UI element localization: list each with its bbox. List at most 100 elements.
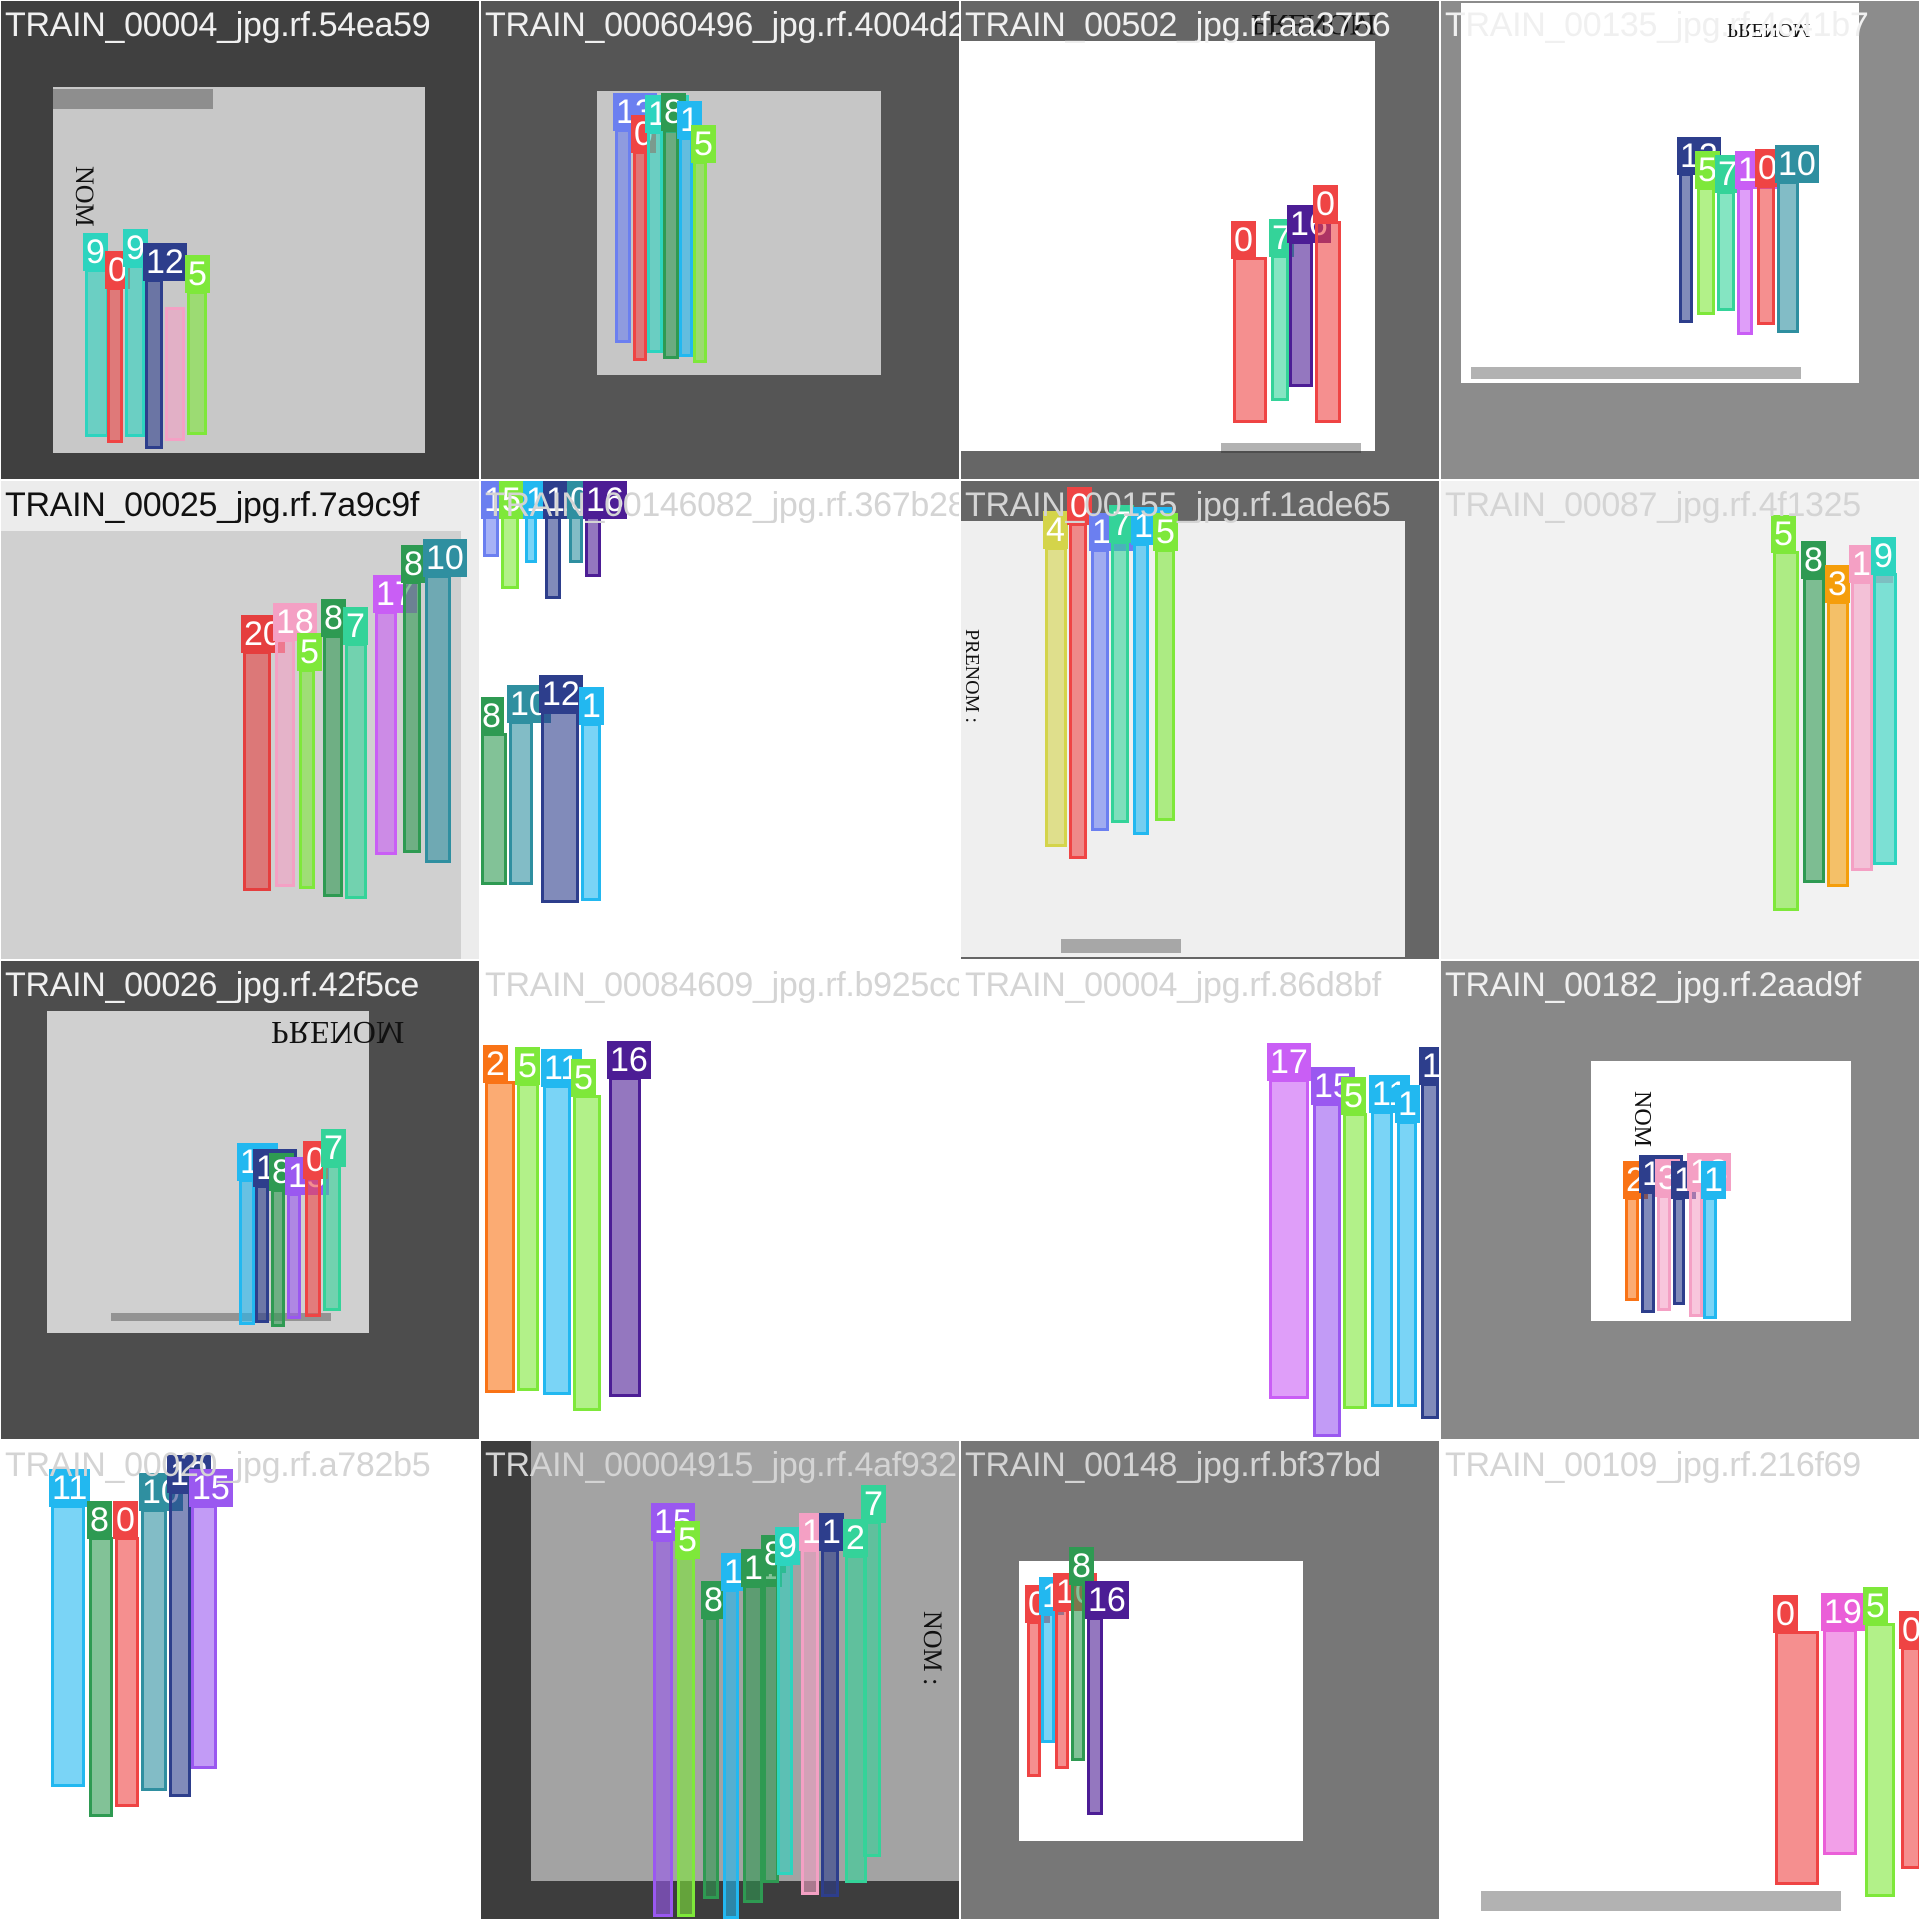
- image-filename-caption: TRAIN_00060496_jpg.rf.4004d2: [485, 6, 959, 44]
- bounding-box: [1657, 1195, 1671, 1311]
- mosaic-tile: 13019815TRAIN_00060496_jpg.rf.4004d2: [481, 1, 959, 479]
- bounding-box: [299, 669, 315, 889]
- bounding-box: [375, 611, 397, 855]
- printed-strip: [1221, 443, 1361, 453]
- image-filename-caption: TRAIN_00004_jpg.rf.54ea59: [5, 6, 431, 44]
- image-filename-caption: TRAIN_00148_jpg.rf.bf37bd: [965, 1446, 1381, 1484]
- bounding-box: [543, 1085, 571, 1395]
- class-label-badge: 1: [1395, 1085, 1420, 1123]
- printed-strip: [111, 1313, 331, 1321]
- bounding-box: [1777, 181, 1799, 333]
- bounding-box: [485, 1081, 515, 1393]
- bounding-box: [663, 129, 679, 359]
- bounding-box: [1851, 581, 1873, 871]
- bounding-box: [323, 1165, 341, 1311]
- bounding-box: [1737, 187, 1753, 335]
- class-label-badge: 5: [297, 633, 322, 671]
- mosaic-tile: 135112016810121TRAIN_00146082_jpg.rf.367…: [481, 481, 959, 959]
- image-filename-caption: TRAIN_00025_jpg.rf.7a9c9f: [5, 486, 419, 524]
- document-photo: [961, 521, 1405, 957]
- class-label-badge: 9: [1871, 537, 1896, 575]
- bounding-box: [1773, 551, 1799, 911]
- class-label-badge: 15: [189, 1469, 233, 1507]
- class-label-badge: 0: [1067, 487, 1092, 525]
- class-label-badge: 8: [87, 1501, 112, 1539]
- form-field-label: PRENOM: [271, 1015, 405, 1051]
- class-label-badge: 9: [83, 233, 108, 271]
- bounding-box: [287, 1193, 301, 1319]
- bounding-box: [323, 635, 343, 897]
- bounding-box: [1679, 173, 1693, 323]
- mosaic-tile: NOM21231181TRAIN_00182_jpg.rf.2aad9f: [1441, 961, 1919, 1439]
- bounding-box: [633, 151, 647, 361]
- bounding-box: [125, 265, 145, 437]
- mosaic-tile: PRENOM111281507TRAIN_00026_jpg.rf.42f5ce: [1, 961, 479, 1439]
- class-label-badge: 8: [1069, 1547, 1094, 1585]
- bounding-box: [141, 1509, 167, 1791]
- bounding-box: [1091, 549, 1109, 831]
- bounding-box: [653, 1539, 673, 1917]
- bounding-box: [275, 639, 295, 887]
- bounding-box: [1865, 1623, 1895, 1897]
- class-label-badge: 16: [1085, 1581, 1129, 1619]
- image-filename-caption: TRAIN_00004_jpg.rf.86d8bf: [965, 966, 1381, 1004]
- bounding-box: [1111, 541, 1129, 823]
- image-filename-caption: TRAIN_00135_jpg.rf.4c41b7: [1445, 6, 1869, 44]
- bounding-box: [615, 129, 631, 343]
- mosaic-tile: 2 5 11 5 16 TRAIN_00084609_jpg.rf.b925cc: [481, 961, 959, 1439]
- bounding-box: [1055, 1609, 1069, 1769]
- bounding-box: [187, 291, 207, 435]
- bounding-box: [425, 575, 451, 863]
- bounding-box: [107, 287, 123, 443]
- class-label-badge: 12: [539, 675, 583, 713]
- bounding-box: [1269, 1079, 1309, 1399]
- bounding-box: [1689, 1189, 1703, 1317]
- bounding-box: [1133, 543, 1149, 835]
- bounding-box: [1775, 1631, 1819, 1885]
- bounding-box: [777, 1563, 793, 1875]
- bounding-box: [509, 721, 533, 885]
- bounding-box: [305, 1177, 321, 1317]
- class-label-badge: 1: [1701, 1161, 1726, 1199]
- class-label-badge: 16: [607, 1041, 651, 1079]
- mosaic-tile: 0 19 5 0 TRAIN_00109_jpg.rf.216f69: [1441, 1441, 1919, 1919]
- image-filename-caption: TRAIN_00182_jpg.rf.2aad9f: [1445, 966, 1861, 1004]
- bounding-box: [541, 711, 579, 903]
- bounding-box: [1343, 1113, 1367, 1409]
- bounding-box: [115, 1537, 139, 1807]
- bounding-box: [271, 1189, 285, 1327]
- form-field-label: NOM :: [918, 1611, 947, 1686]
- class-label-badge: 7: [1109, 505, 1134, 543]
- bounding-box: [1371, 1111, 1393, 1407]
- printed-strip: [53, 89, 213, 109]
- class-label-badge: 5: [1153, 513, 1178, 551]
- image-filename-caption: TRAIN_00502_jpg.rf.aa3756: [965, 6, 1391, 44]
- mosaic-tile: 20 18 5 8 7 17 8 10 TRAIN_00025_jpg.rf.7a9c9f: [1, 481, 479, 959]
- class-label-badge: 5: [691, 125, 716, 163]
- mosaic-tile: PRENOM125717010TRAIN_00135_jpg.rf.4c41b7: [1441, 1, 1919, 479]
- class-label-badge: 5: [571, 1059, 596, 1097]
- class-label-badge: 11: [49, 1469, 91, 1507]
- bounding-box: [517, 1083, 539, 1391]
- image-filename-caption: TRAIN_00004915_jpg.rf.4af932: [485, 1446, 957, 1484]
- bounding-box: [403, 581, 421, 853]
- bounding-box: [1641, 1191, 1655, 1313]
- bounding-box: [1757, 185, 1775, 325]
- class-label-badge: 11: [1369, 1075, 1411, 1113]
- bounding-box: [145, 279, 163, 449]
- image-filename-caption: TRAIN_00146082_jpg.rf.367b28: [485, 486, 959, 524]
- bounding-box: [1823, 1629, 1857, 1855]
- bounding-box: [1703, 1197, 1717, 1319]
- class-label-badge: 5: [1341, 1077, 1366, 1115]
- image-filename-caption: TRAIN_00087_jpg.rf.4f1325: [1445, 486, 1861, 524]
- class-label-badge: 0: [1313, 185, 1338, 223]
- bounding-box: [1087, 1617, 1103, 1815]
- document-photo: [1461, 3, 1859, 383]
- class-label-badge: 8: [401, 545, 426, 583]
- bounding-box: [1027, 1621, 1041, 1777]
- bounding-box: [1873, 573, 1897, 865]
- class-label-badge: 8: [481, 697, 504, 735]
- mosaic-tile: PRENOM 0 7 16 0 TRAIN_00502_jpg.rf.aa3756: [961, 1, 1439, 479]
- form-field-label: PRENOM :: [961, 629, 983, 723]
